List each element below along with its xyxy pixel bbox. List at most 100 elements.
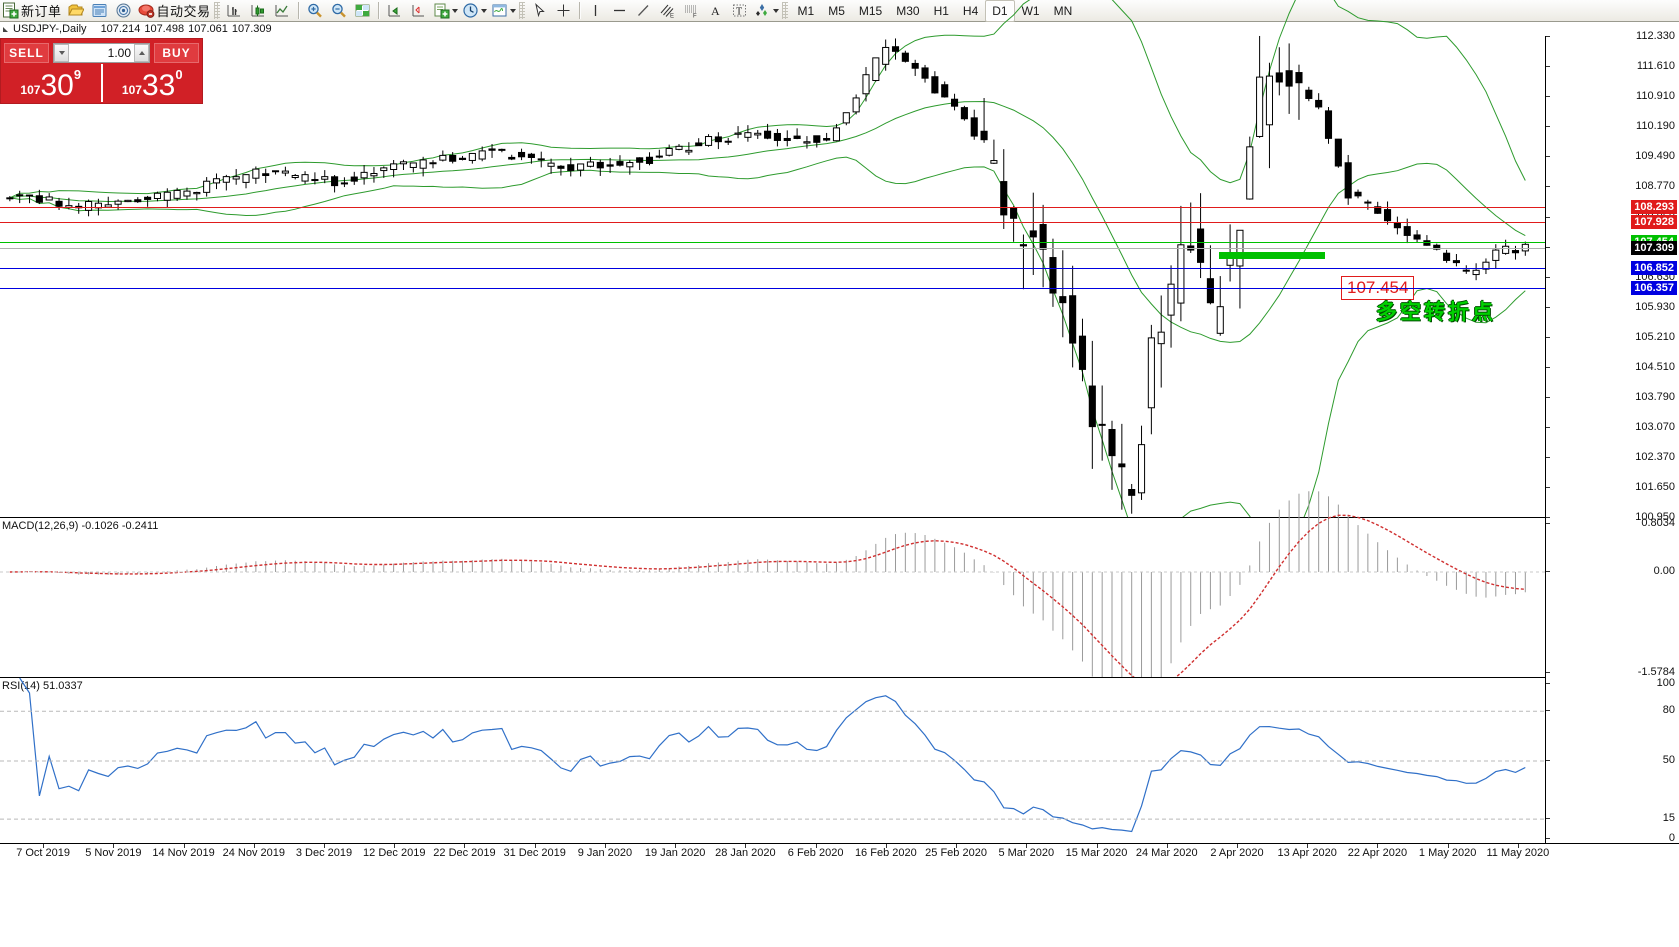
crosshair-tool-button[interactable] [552, 1, 576, 21]
indicator-axis-tick [1546, 818, 1550, 820]
market-watch-button[interactable] [88, 1, 112, 21]
ohlc-high: 107.498 [144, 23, 185, 35]
chevron-down-icon[interactable] [772, 8, 779, 13]
candlestick-chart-button[interactable] [247, 1, 271, 21]
horizontal-line-tool-button[interactable] [608, 1, 632, 21]
horizontal-level-line[interactable] [0, 267, 1545, 269]
trendline-icon [635, 2, 652, 19]
bar-chart-button[interactable] [223, 1, 247, 21]
line-chart-icon [274, 2, 291, 19]
toolbar-grip[interactable] [518, 2, 525, 19]
toolbar-grip[interactable] [781, 2, 788, 19]
cursor-tool-button[interactable] [528, 1, 552, 21]
price-tick [1546, 456, 1550, 458]
templates-button[interactable] [489, 1, 518, 21]
main-price-pane[interactable]: 107.454 多空转折点 [0, 0, 1545, 553]
ohlc-close: 107.309 [231, 23, 272, 35]
zoom-out-icon [330, 2, 347, 19]
date-tick-label: 24 Nov 2019 [222, 847, 285, 859]
toolbar-grip[interactable] [213, 2, 220, 19]
auto-trading-button[interactable]: 自动交易 [136, 1, 213, 21]
sell-button[interactable]: SELL [4, 42, 49, 63]
price-axis[interactable]: 112.330 111.610 110.910 110.190 109.490 108.7… [1545, 30, 1679, 844]
vertical-line-tool-button[interactable] [584, 1, 608, 21]
one-click-trading-panel[interactable]: SELL 1.00 BUY 107 30 9 107 33 0 [0, 38, 203, 104]
period-button[interactable] [460, 1, 489, 21]
svg-text:E: E [670, 14, 674, 20]
vertical-line-icon [587, 2, 604, 19]
indicator-axis-tick [1546, 523, 1550, 524]
horizontal-level-line[interactable] [0, 242, 1545, 244]
indicator-axis-tick [1546, 838, 1550, 839]
chart-shift-button[interactable] [351, 1, 375, 21]
date-tick [183, 844, 185, 848]
volume-decrease-button[interactable] [54, 43, 69, 62]
horizontal-level-line[interactable] [0, 222, 1545, 224]
sell-price[interactable]: 107 30 9 [20, 67, 82, 102]
zoom-in-button[interactable] [303, 1, 327, 21]
toolbar-separator [578, 2, 581, 19]
text-label-icon: T [731, 2, 748, 19]
timeframe-h4[interactable]: H4 [962, 3, 979, 18]
timeframe-m5[interactable]: M5 [828, 3, 845, 18]
timeframe-w1[interactable]: W1 [1021, 3, 1040, 18]
timeframe-group: M1 M5 M15 M30 H1 H4 D1 W1 MN [791, 0, 1080, 22]
symbol-period-label: USDJPY-,Daily [13, 23, 87, 35]
price-chart-canvas [6, 0, 1529, 553]
price-tick [1546, 156, 1550, 158]
trendline-tool-button[interactable] [632, 1, 656, 21]
timeframe-mn[interactable]: MN [1053, 3, 1073, 18]
buy-button[interactable]: BUY [154, 42, 199, 63]
date-tick [253, 844, 255, 848]
candlestick-icon [250, 2, 267, 19]
text-tool-button[interactable]: A [704, 1, 728, 21]
date-tick [324, 844, 326, 848]
signals-button[interactable] [112, 1, 136, 21]
date-tick [1166, 844, 1168, 848]
price-tick [1546, 36, 1550, 37]
horizontal-level-line[interactable] [0, 206, 1545, 208]
timeframe-m1[interactable]: M1 [797, 3, 815, 18]
date-tick-label: 19 Jan 2020 [644, 847, 706, 859]
auto-scroll-button[interactable] [383, 1, 407, 21]
timeframe-d1[interactable]: D1 [985, 0, 1015, 22]
line-chart-button[interactable] [271, 1, 295, 21]
date-tick-label: 31 Dec 2019 [503, 847, 566, 859]
indicator-axis-tick [1546, 570, 1550, 572]
add-indicator-button[interactable] [431, 1, 460, 21]
date-axis[interactable]: 7 Oct 2019 5 Nov 2019 14 Nov 2019 24 Nov 20… [0, 843, 1679, 947]
horizontal-level-line[interactable] [0, 248, 1545, 250]
date-tick-label: 22 Apr 2020 [1347, 847, 1408, 859]
objects-tool-button[interactable] [752, 1, 781, 21]
chevron-down-icon[interactable] [451, 8, 458, 13]
price-tick [1546, 427, 1550, 429]
rsi-label: RSI(14) 51.0337 [2, 680, 83, 692]
timeframe-m30[interactable]: M30 [896, 3, 920, 18]
svg-text:A: A [711, 4, 720, 18]
text-label-tool-button[interactable]: T [728, 1, 752, 21]
chart-shift-end-button[interactable] [407, 1, 431, 21]
price-level-badge: 107.309 [1631, 241, 1677, 256]
chevron-down-icon[interactable] [509, 8, 516, 13]
fibonacci-tool-button[interactable]: F [680, 1, 704, 21]
rsi-pane[interactable]: RSI(14) 51.0337 [0, 677, 1545, 843]
horizontal-level-line[interactable] [0, 288, 1545, 290]
template-icon [491, 2, 508, 19]
timeframe-h1[interactable]: H1 [933, 3, 949, 18]
macd-pane[interactable]: MACD(12,26,9) -0.1026 -0.2411 [0, 491, 1545, 715]
save-chart-button[interactable] [64, 1, 88, 21]
buy-price[interactable]: 107 33 0 [100, 64, 203, 102]
timeframe-m15[interactable]: M15 [858, 3, 883, 18]
equidistant-channel-tool-button[interactable]: E [656, 1, 680, 21]
zoom-out-button[interactable] [327, 1, 351, 21]
auto-trading-label: 自动交易 [156, 4, 211, 19]
date-tick [43, 844, 45, 848]
date-tick-label: 24 Mar 2020 [1135, 847, 1198, 859]
volume-increase-button[interactable] [134, 43, 149, 62]
new-order-button[interactable]: 新订单 [0, 1, 64, 21]
volume-stepper[interactable]: 1.00 [53, 42, 150, 63]
new-order-icon [2, 2, 19, 19]
chevron-down-icon[interactable] [480, 8, 487, 13]
volume-value[interactable]: 1.00 [107, 45, 131, 60]
